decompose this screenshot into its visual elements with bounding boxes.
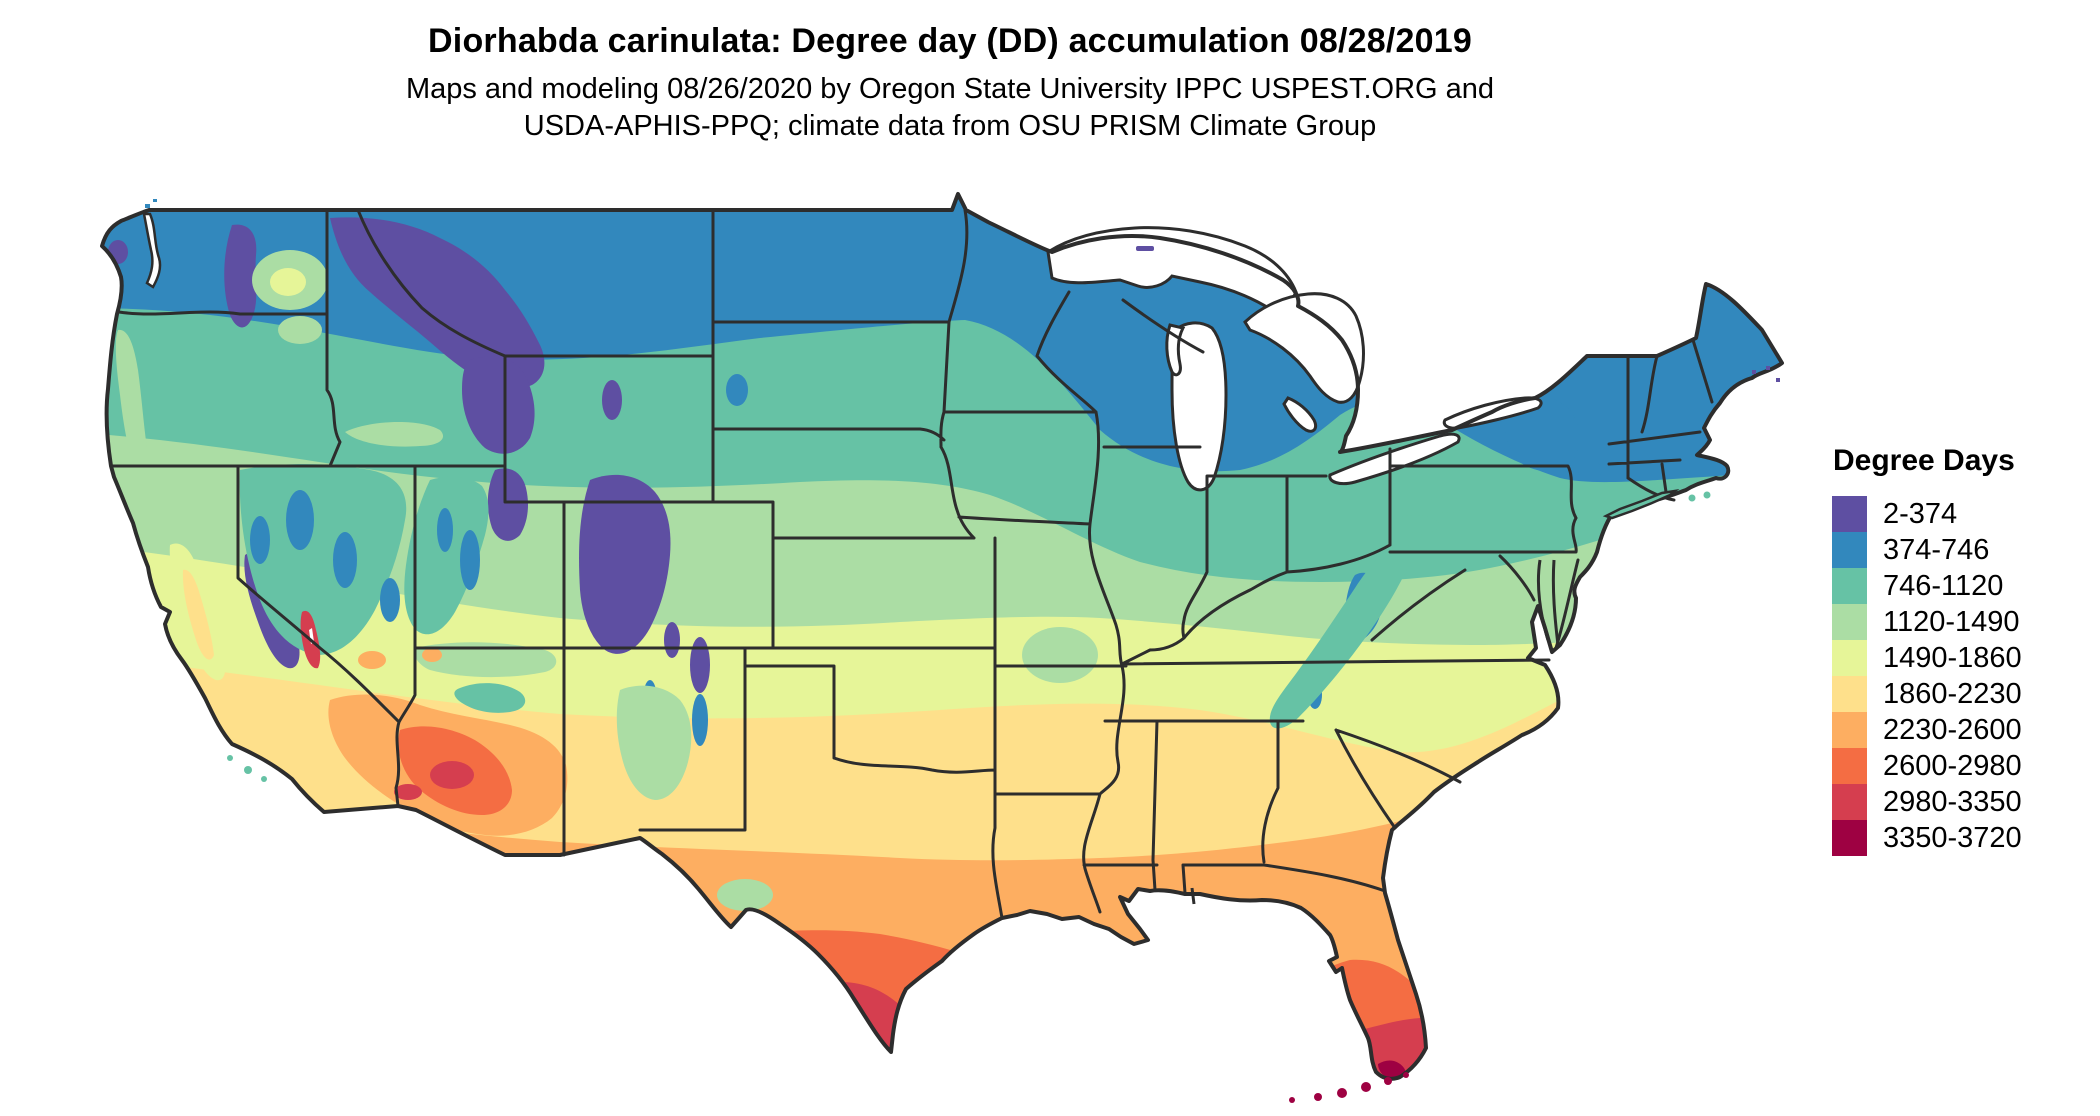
- legend-label: 2980-3350: [1883, 785, 2022, 818]
- page-subtitle: Maps and modeling 08/26/2020 by Oregon S…: [0, 71, 1900, 145]
- legend-title: Degree Days: [1833, 444, 2015, 477]
- delmarva-line: [1551, 559, 1560, 646]
- mobile-bay: [1190, 887, 1196, 905]
- channel-island-2: [244, 766, 252, 774]
- legend-label: 2230-2600: [1883, 713, 2022, 746]
- desert-hot-patches: [300, 610, 1406, 1079]
- nantucket: [1703, 491, 1711, 499]
- lake-huron: [1243, 292, 1365, 404]
- legend-item: 1490-1860: [1832, 640, 2022, 676]
- legend-swatch: [1832, 496, 1867, 532]
- degree-day-raster: [102, 194, 1782, 1079]
- legend-rows: 2-374 374-746 746-1120 1120-1490 1490-18…: [1832, 496, 2022, 856]
- san-juan-islands: [145, 204, 150, 208]
- legend-label: 1120-1490: [1883, 605, 2020, 638]
- legend-label: 1490-1860: [1883, 641, 2022, 674]
- us-outline: [100, 192, 1784, 1081]
- channel-island-1: [227, 755, 233, 761]
- state-borders: [109, 208, 1714, 920]
- legend-item: 3350-3720: [1832, 820, 2022, 856]
- saginaw-bay: [1282, 396, 1318, 433]
- legend-item: 374-746: [1832, 532, 2022, 568]
- san-juan-islands-2: [153, 199, 157, 202]
- legend-label: 3350-3720: [1883, 821, 2022, 854]
- legend-item: 1860-2230: [1832, 676, 2022, 712]
- maine-coast-speck-1: [1752, 370, 1756, 374]
- great-basin-patches: [239, 464, 708, 746]
- long-island: [1602, 489, 1680, 520]
- legend-label: 2600-2980: [1883, 749, 2022, 782]
- legend-swatch: [1832, 784, 1867, 820]
- legend-item: 2600-2980: [1832, 748, 2022, 784]
- legend-label: 746-1120: [1883, 569, 2004, 602]
- marthas-vineyard: [1688, 494, 1696, 502]
- legend-swatch: [1832, 712, 1867, 748]
- subtitle-line-2: USDA-APHIS-PPQ; climate data from OSU PR…: [523, 110, 1377, 142]
- isle-royale: [1136, 246, 1154, 251]
- florida-keys: [1289, 1072, 1409, 1103]
- maine-coast-speck-2: [1766, 366, 1770, 370]
- legend-item: 1120-1490: [1832, 604, 2022, 640]
- legend-swatch: [1832, 676, 1867, 712]
- subtitle-line-1: Maps and modeling 08/26/2020 by Oregon S…: [405, 73, 1495, 105]
- legend-label: 2-374: [1883, 497, 1958, 530]
- coastal-details: [142, 199, 1780, 1103]
- maine-coast-speck-3: [1776, 378, 1780, 382]
- chesapeake-bay-line: [1536, 559, 1550, 641]
- channel-island-3: [261, 776, 267, 782]
- header: Diorhabda carinulata: Degree day (DD) ac…: [0, 0, 1900, 145]
- page-title: Diorhabda carinulata: Degree day (DD) ac…: [428, 22, 1472, 60]
- legend-swatch: [1832, 604, 1867, 640]
- legend-label: 1860-2230: [1883, 677, 2022, 710]
- legend-swatch: [1832, 820, 1867, 856]
- legend-swatch: [1832, 640, 1867, 676]
- legend-item: 2-374: [1832, 496, 2022, 532]
- legend-item: 746-1120: [1832, 568, 2022, 604]
- great-lakes: [1046, 226, 1543, 492]
- appalachian-patches: [1269, 497, 1465, 729]
- legend-swatch: [1832, 568, 1867, 604]
- legend-item: 2980-3350: [1832, 784, 2022, 820]
- lake-michigan: [1170, 321, 1228, 492]
- legend-item: 2230-2600: [1832, 712, 2022, 748]
- legend-label: 374-746: [1883, 533, 1990, 566]
- legend: Degree Days 2-374 374-746 746-1120 1120-…: [1832, 444, 2022, 856]
- warm-valley-patches: [115, 250, 1098, 911]
- legend-swatch: [1832, 532, 1867, 568]
- lake-erie: [1328, 432, 1461, 486]
- puget-sound: [142, 212, 162, 289]
- legend-swatch: [1832, 748, 1867, 784]
